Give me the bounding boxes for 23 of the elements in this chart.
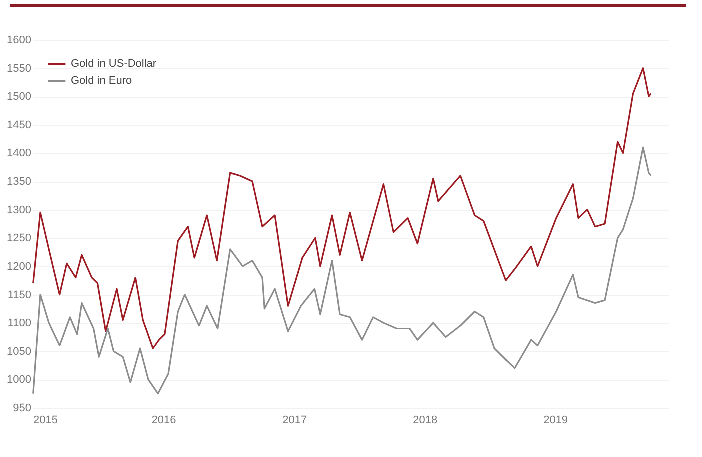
line-series (32, 146, 652, 395)
y-tick-label: 1200 (7, 260, 32, 273)
line-series (32, 68, 652, 350)
y-tick-label: 1150 (8, 289, 32, 302)
x-tick-label: 2017 (282, 414, 308, 426)
y-tick-label: 1550 (7, 62, 32, 75)
y-tick-label: 1250 (7, 232, 32, 245)
legend-label: Gold in US-Dollar (71, 58, 157, 70)
y-tick-label: 1500 (7, 91, 32, 104)
x-tick-label: 2019 (544, 414, 568, 426)
y-tick-label: 1100 (8, 318, 32, 330)
y-tick-label: 1300 (7, 204, 32, 216)
x-tick-label: 2016 (152, 414, 176, 426)
x-tick-label: 2018 (413, 414, 438, 426)
x-tick-label: 2015 (34, 414, 58, 426)
legend-label: Gold in Euro (71, 75, 132, 87)
y-tick-label: 1450 (7, 119, 32, 132)
y-tick-label: 1400 (7, 148, 32, 160)
y-tick-label: 950 (13, 402, 32, 414)
y-tick-label: 1050 (7, 346, 32, 358)
y-tick-label: 1000 (7, 374, 32, 386)
y-tick-label: 1350 (7, 176, 32, 188)
y-tick-label: 1600 (7, 34, 32, 46)
